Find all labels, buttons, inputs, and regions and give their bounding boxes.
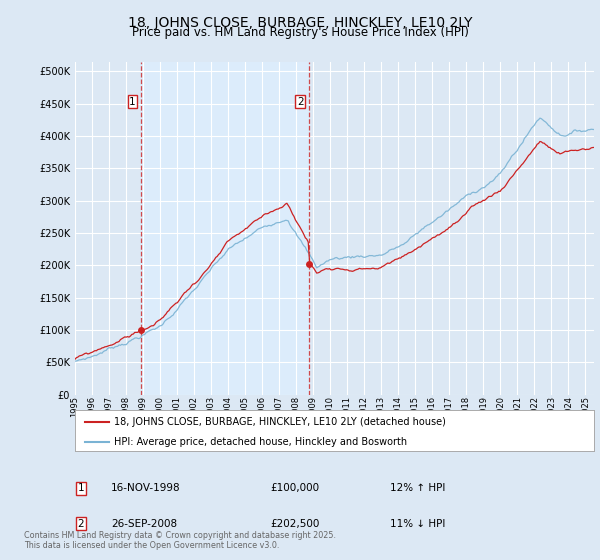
Text: 2: 2: [297, 97, 304, 107]
Text: 12% ↑ HPI: 12% ↑ HPI: [390, 483, 445, 493]
Text: Contains HM Land Registry data © Crown copyright and database right 2025.
This d: Contains HM Land Registry data © Crown c…: [24, 530, 336, 550]
Text: 1: 1: [77, 483, 85, 493]
Text: HPI: Average price, detached house, Hinckley and Bosworth: HPI: Average price, detached house, Hinc…: [114, 437, 407, 447]
Text: 2: 2: [77, 519, 85, 529]
Text: 18, JOHNS CLOSE, BURBAGE, HINCKLEY, LE10 2LY (detached house): 18, JOHNS CLOSE, BURBAGE, HINCKLEY, LE10…: [114, 417, 446, 427]
Text: 26-SEP-2008: 26-SEP-2008: [111, 519, 177, 529]
Text: £100,000: £100,000: [270, 483, 319, 493]
Text: 16-NOV-1998: 16-NOV-1998: [111, 483, 181, 493]
Text: £202,500: £202,500: [270, 519, 319, 529]
Text: Price paid vs. HM Land Registry's House Price Index (HPI): Price paid vs. HM Land Registry's House …: [131, 26, 469, 39]
Text: 18, JOHNS CLOSE, BURBAGE, HINCKLEY, LE10 2LY: 18, JOHNS CLOSE, BURBAGE, HINCKLEY, LE10…: [128, 16, 472, 30]
Text: 1: 1: [129, 97, 136, 107]
Text: 11% ↓ HPI: 11% ↓ HPI: [390, 519, 445, 529]
Bar: [141, 62, 308, 395]
